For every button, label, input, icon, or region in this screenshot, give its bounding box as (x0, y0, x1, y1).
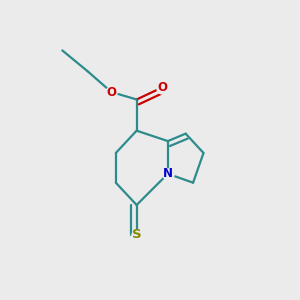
Text: N: N (163, 167, 173, 180)
Text: S: S (132, 228, 141, 241)
Text: O: O (157, 81, 167, 94)
Text: O: O (106, 85, 116, 98)
